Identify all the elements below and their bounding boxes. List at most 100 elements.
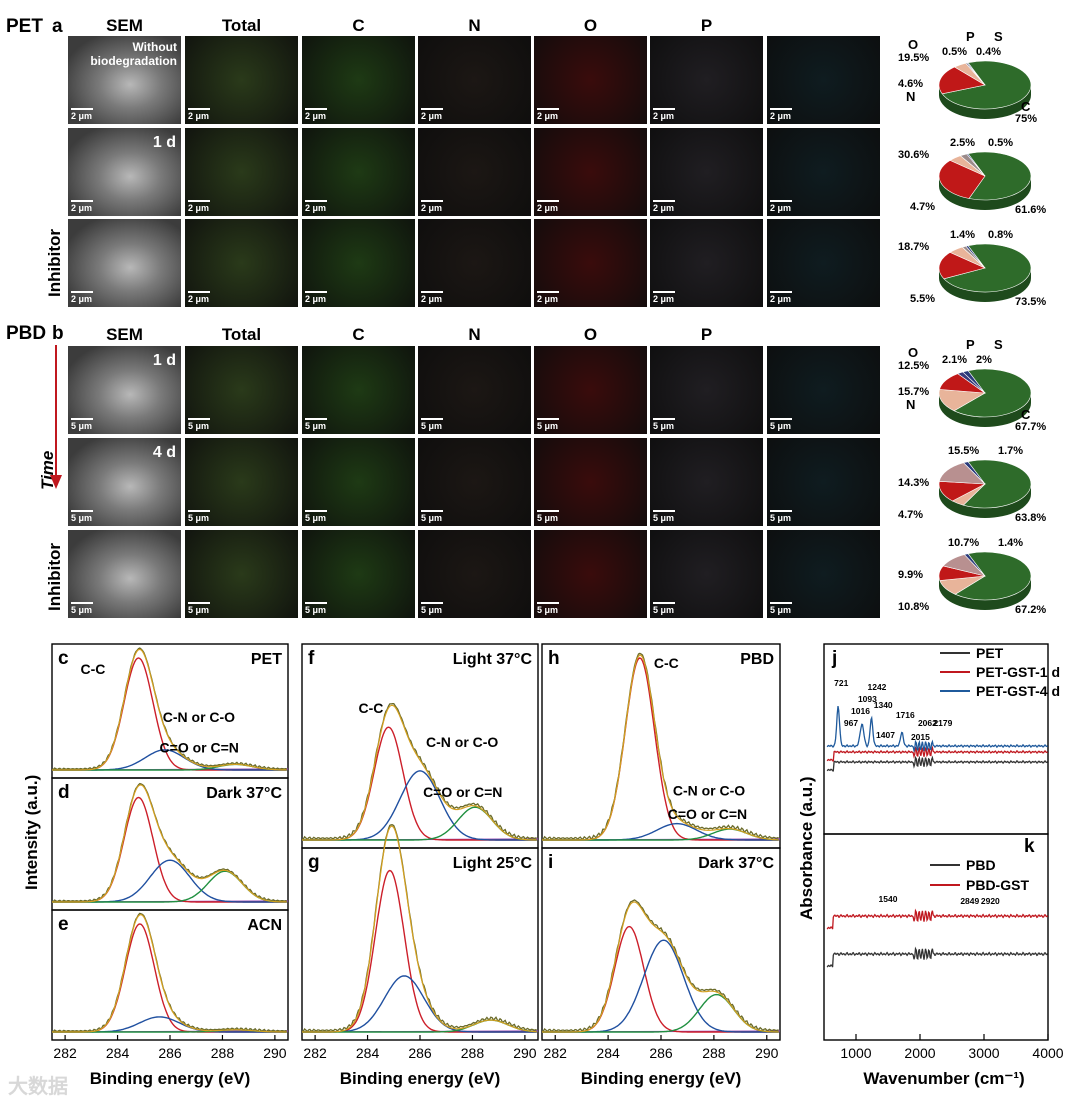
scale-bar [71,291,93,293]
pie-value-label: 12.5% [898,360,929,372]
pet-tile-sem-row2: 2 μm 1 d [68,128,181,216]
panel-frame [823,833,1049,1041]
pbd-tile-n-row3: 5 μm [418,530,531,618]
scale-bar [71,108,93,110]
pet-material-label: PET [6,16,43,37]
pet-tile-n-row3: 2 μm [418,219,531,307]
ftir-panel-k: k PBD PBD-GST 1540 2849 2920 1000 2000 3000 4000 W… [823,833,1064,1088]
pie-a-3: 73.5% 18.7% 5.5% 1.4% 0.8% [898,229,1046,308]
pie-value-label: 63.8% [1015,512,1046,524]
pie-value-label: 1.4% [998,537,1023,549]
element-pie-charts: 75% 19.5% 4.6% 0.5% 0.4% C O N P S 61.6% 30.6% 4.7% 2… [898,29,1046,616]
pbd-tile-n-row2: 5 μm [418,438,531,526]
pet-inhibitor-row-label: Inhibitor [45,229,64,297]
pie-slice-C [943,243,1032,293]
scale-bar-label: 2 μm [653,203,675,213]
pbd-tile-s-row1: 5 μm [767,346,880,434]
pie-value-label: 19.5% [898,52,929,64]
pbd-tile-s-row3: 5 μm [767,530,880,618]
peak-annotation: 2179 [933,718,952,728]
pbd-tile-p-row1: 5 μm [650,346,763,434]
pie-value-label: 67.2% [1015,604,1046,616]
scale-bar [71,510,93,512]
pie-slice-S [966,153,986,177]
pie-value-label: 2% [976,354,992,366]
scale-bar [770,602,792,604]
scale-bar [421,418,443,420]
x-tick-label: 282 [544,1045,568,1061]
scale-bar [71,602,93,604]
panel-label-d: d [58,782,70,803]
scale-bar-label: 2 μm [653,111,675,121]
pie-slice-C [941,60,1032,110]
scale-bar [537,418,559,420]
pie-b-3: 67.2% 10.8% 9.9% 10.7% 1.4% [898,537,1046,616]
scale-bar [421,602,443,604]
sem-condition-label: 1 d [152,352,176,369]
pie-slice-S [966,62,986,86]
x-tick-label: 288 [211,1045,235,1061]
column-header-n-pbd: N [468,325,481,344]
peak-annotation: 1716 [896,710,915,720]
peak-annotation: 2062 [918,718,937,728]
scale-bar-label: 2 μm [537,294,559,304]
scale-bar-label: 2 μm [537,203,559,213]
scale-bar-label: 5 μm [421,513,443,523]
scale-bar-label: 2 μm [770,111,792,121]
peak-annotation: 1540 [879,894,898,904]
scale-bar-label: 5 μm [305,421,327,431]
peak-annotation: 967 [844,718,858,728]
x-tick-label: 2000 [904,1045,935,1061]
pbd-tile-c-row1: 5 μm [302,346,415,434]
scale-bar-label: 2 μm [188,111,210,121]
pbd-tile-total-row3: 5 μm [185,530,298,618]
pet-tile-n-row1: 2 μm [418,36,531,124]
pbd-tile-total-row1: 5 μm [185,346,298,434]
column-header-sem: SEM [106,16,143,35]
x-axis-label: Binding energy (eV) [340,1069,501,1088]
scale-bar [188,108,210,110]
pie-b-2: 63.8% 4.7% 14.3% 15.5% 1.7% [898,445,1046,524]
scale-bar [653,510,675,512]
pie-value-label: 30.6% [898,149,929,161]
x-tick-label: 290 [513,1045,537,1061]
scale-bar-label: 5 μm [71,605,93,615]
pbd-tile-sem-row2: 5 μm 4 d [68,438,181,526]
scale-bar [537,602,559,604]
pbd-tile-p-row2: 5 μm [650,438,763,526]
peak-annotation: 721 [834,678,848,688]
legend-label: PET [976,645,1004,661]
column-header-n: N [468,16,481,35]
scale-bar-label: 5 μm [653,421,675,431]
panel-label-f: f [308,648,315,669]
fit-envelope [542,654,779,841]
x-tick-label: 282 [53,1045,77,1061]
ftir-charts: j PET PET-GST-1 d PET-GST-4 d 721 1016 967 1093… [823,643,1064,1088]
peak-label: C-N or C-O [163,709,235,725]
pet-tile-p-row1: 2 μm [650,36,763,124]
peak-annotation: 1016 [851,706,870,716]
column-header-p-pbd: P [700,325,713,344]
pie-slice-S [965,245,986,269]
fit-envelope [52,784,287,903]
scale-bar [770,510,792,512]
pet-tile-total-row1: 2 μm [185,36,298,124]
fit-component-1 [542,925,779,1033]
scale-bar-label: 5 μm [770,605,792,615]
pie-element-letter: C [1021,407,1031,422]
pie-slice-S [963,461,986,485]
pie-value-label: 73.5% [1015,296,1046,308]
x-axis-label: Binding energy (eV) [581,1069,742,1088]
scale-bar [770,418,792,420]
scale-bar [421,291,443,293]
pie-value-label: 14.3% [898,477,929,489]
pie-value-label: 10.8% [898,601,929,613]
pie-b-1: 67.7% 15.7% 12.5% 2.1% 2% C O N P S [898,337,1046,433]
scale-bar [188,602,210,604]
pie-value-label: 15.5% [948,445,979,457]
scale-bar [188,510,210,512]
pet-tile-p-row2: 2 μm [650,128,763,216]
pie-value-label: 4.7% [910,201,935,213]
scale-bar-label: 2 μm [305,203,327,213]
time-arrow [50,345,62,489]
